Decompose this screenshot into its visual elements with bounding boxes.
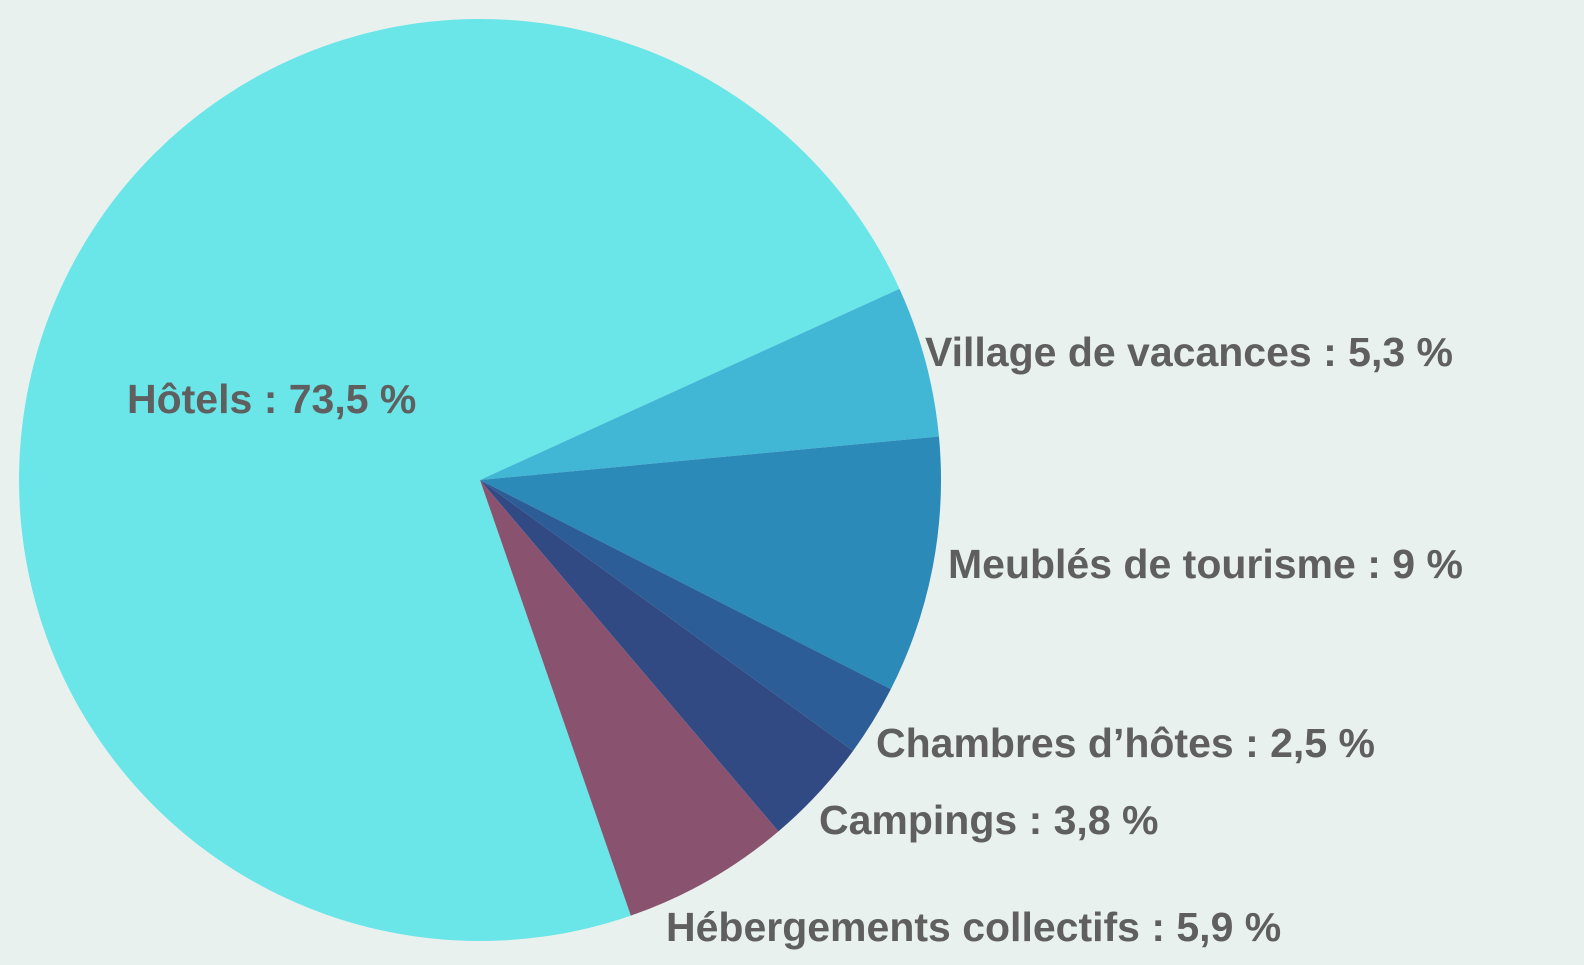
slice-label: Campings : 3,8 %: [819, 797, 1158, 843]
pie-slice: [480, 480, 891, 751]
pie-slice: [480, 480, 779, 916]
slice-label: Chambres d’hôtes : 2,5 %: [876, 720, 1375, 766]
slice-label: Hébergements collectifs : 5,9 %: [666, 904, 1281, 950]
slice-label: Village de vacances : 5,3 %: [925, 329, 1453, 375]
slice-label: Hôtels : 73,5 %: [127, 376, 416, 422]
pie-slice: [480, 436, 941, 690]
pie-slice: [19, 19, 900, 942]
slice-label: Meublés de tourisme : 9 %: [948, 541, 1463, 587]
pie-slice: [480, 480, 854, 832]
pie-slice: [480, 288, 939, 480]
